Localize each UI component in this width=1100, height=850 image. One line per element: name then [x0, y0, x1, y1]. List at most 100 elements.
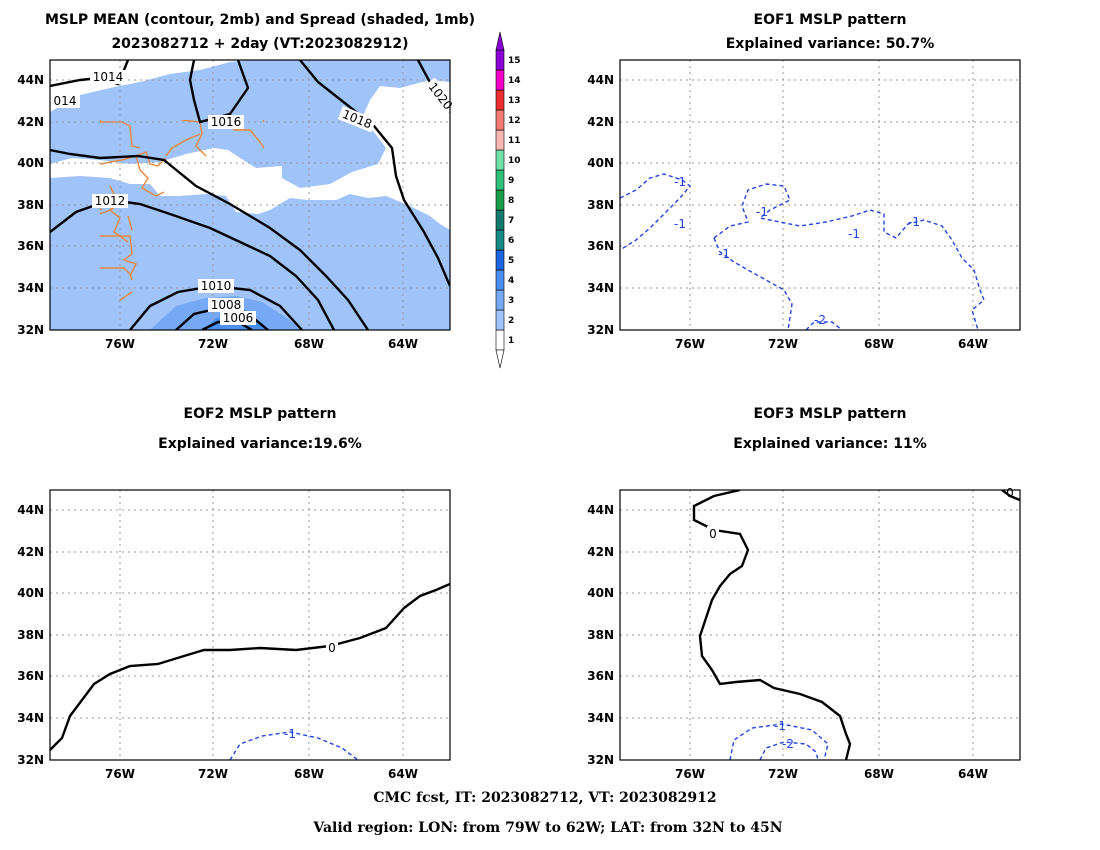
lat-label: 40N [587, 156, 614, 170]
colorbar-swatch [495, 129, 505, 151]
lat-label: 32N [587, 323, 614, 337]
lat-label: 38N [587, 198, 614, 212]
eof3-contours [692, 490, 1020, 760]
lat-label: 32N [587, 753, 614, 767]
lat-label: 32N [17, 753, 44, 767]
mean-contour-labels: 1014 014 1016 1018 1020 1012 1010 1008 1… [50, 70, 457, 325]
colorbar-label: 14 [508, 76, 521, 86]
lon-label: 76W [105, 767, 135, 781]
lon-label: 68W [294, 767, 324, 781]
eof3-lon-ticks: 76W 72W 68W 64W [675, 767, 988, 781]
mean-lon-ticks: 76W 72W 68W 64W [105, 337, 418, 351]
eof1-subtitle: Explained variance: 50.7% [726, 36, 935, 52]
spread-area-main [50, 176, 450, 330]
lat-label: 38N [17, 198, 44, 212]
contour-label: -2 [814, 313, 826, 327]
colorbar-min-arrow [495, 349, 505, 369]
contour-label: 0 [1006, 486, 1014, 500]
eof3-panel: EOF3 MSLP pattern Explained variance: 11… [587, 406, 1021, 781]
eof1-title: EOF1 MSLP pattern [754, 12, 907, 28]
eof1-grid [620, 60, 1020, 330]
colorbar-label: 12 [508, 116, 521, 126]
contour-label: -1 [674, 175, 686, 189]
contour-1018 [299, 60, 450, 287]
eof1-lat-ticks: 44N 42N 40N 38N 36N 34N 32N [587, 73, 614, 337]
colorbar-label: 3 [508, 296, 514, 306]
eof1-panel: EOF1 MSLP pattern Explained variance: 50… [587, 12, 1021, 351]
contour-label: 1006 [223, 311, 254, 325]
colorbar-swatch [495, 249, 505, 271]
colorbar-swatch [495, 209, 505, 231]
contour-label: 0 [709, 527, 717, 541]
lon-label: 76W [675, 767, 705, 781]
lat-label: 42N [17, 115, 44, 129]
eof1-contour-neg1-main [713, 183, 985, 330]
footer-forecast-info: CMC fcst, IT: 2023082712, VT: 2023082912 [373, 790, 716, 806]
spread-shading [50, 60, 450, 330]
lon-label: 64W [388, 337, 418, 351]
lon-label: 64W [958, 337, 988, 351]
eof1-contour-neg1-south [713, 237, 793, 330]
lat-label: 40N [17, 156, 44, 170]
lon-label: 76W [105, 337, 135, 351]
colorbar-max-arrow [495, 31, 505, 51]
colorbar-swatch [495, 89, 505, 111]
contour-label: 0 [328, 641, 336, 655]
eof3-grid [620, 490, 1020, 760]
colorbar-label: 13 [508, 96, 521, 106]
lat-label: 36N [587, 669, 614, 683]
lon-label: 64W [388, 767, 418, 781]
lon-label: 72W [198, 337, 228, 351]
mean-frame [49, 59, 451, 331]
lon-label: 72W [768, 767, 798, 781]
contour-label: -1 [284, 727, 296, 741]
lat-label: 44N [587, 503, 614, 517]
colorbar-swatch [495, 309, 505, 331]
contour-label: -1 [908, 215, 920, 229]
contour-label: 1008 [211, 298, 242, 312]
lat-label: 40N [17, 586, 44, 600]
eof2-frame [49, 489, 451, 761]
contour-label: 1014 [93, 70, 124, 84]
eof3-subtitle: Explained variance: 11% [733, 436, 926, 452]
eof2-contour-neg1 [229, 731, 359, 760]
colorbar-swatch [495, 69, 505, 91]
eof2-title: EOF2 MSLP pattern [184, 406, 337, 422]
lat-label: 34N [17, 281, 44, 295]
eof3-contour-zero-ne [1001, 490, 1020, 502]
colorbar-swatch [495, 49, 505, 71]
contour-label: 1010 [201, 279, 232, 293]
colorbar-label: 11 [508, 136, 521, 146]
colorbar-label: 15 [508, 56, 521, 66]
mean-title: MSLP MEAN (contour, 2mb) and Spread (sha… [45, 12, 475, 28]
lat-label: 36N [587, 239, 614, 253]
eof2-lon-ticks: 76W 72W 68W 64W [105, 767, 418, 781]
spread-area-light [50, 60, 450, 188]
lon-label: 76W [675, 337, 705, 351]
footer-valid-region: Valid region: LON: from 79W to 62W; LAT:… [312, 820, 782, 836]
lat-label: 44N [17, 73, 44, 87]
eof2-contour-zero [50, 582, 450, 751]
contour-label: 1016 [211, 115, 242, 129]
eof1-contours [620, 173, 985, 330]
contour-label: 014 [54, 94, 77, 108]
colorbar-swatch [495, 269, 505, 291]
eof2-subtitle: Explained variance:19.6% [158, 436, 362, 452]
lat-label: 38N [17, 628, 44, 642]
eof1-contour-labels: -1 -1 -1 -1 -1 -1 -2 [674, 175, 920, 327]
contour-label: -1 [848, 227, 860, 241]
lat-label: 36N [17, 239, 44, 253]
eof1-frame [619, 59, 1021, 331]
colorbar-label: 8 [508, 196, 514, 206]
colorbar-swatch [495, 189, 505, 211]
mean-lat-ticks: 44N 42N 40N 38N 36N 34N 32N [17, 73, 44, 337]
lon-label: 64W [958, 767, 988, 781]
mean-panel: MSLP MEAN (contour, 2mb) and Spread (sha… [17, 12, 475, 351]
lat-label: 44N [587, 73, 614, 87]
lat-label: 44N [17, 503, 44, 517]
lon-label: 72W [198, 767, 228, 781]
colorbar-swatch [495, 149, 505, 171]
colorbar-label: 4 [508, 276, 514, 286]
eof2-lat-ticks: 44N 42N 40N 38N 36N 34N 32N [17, 503, 44, 767]
